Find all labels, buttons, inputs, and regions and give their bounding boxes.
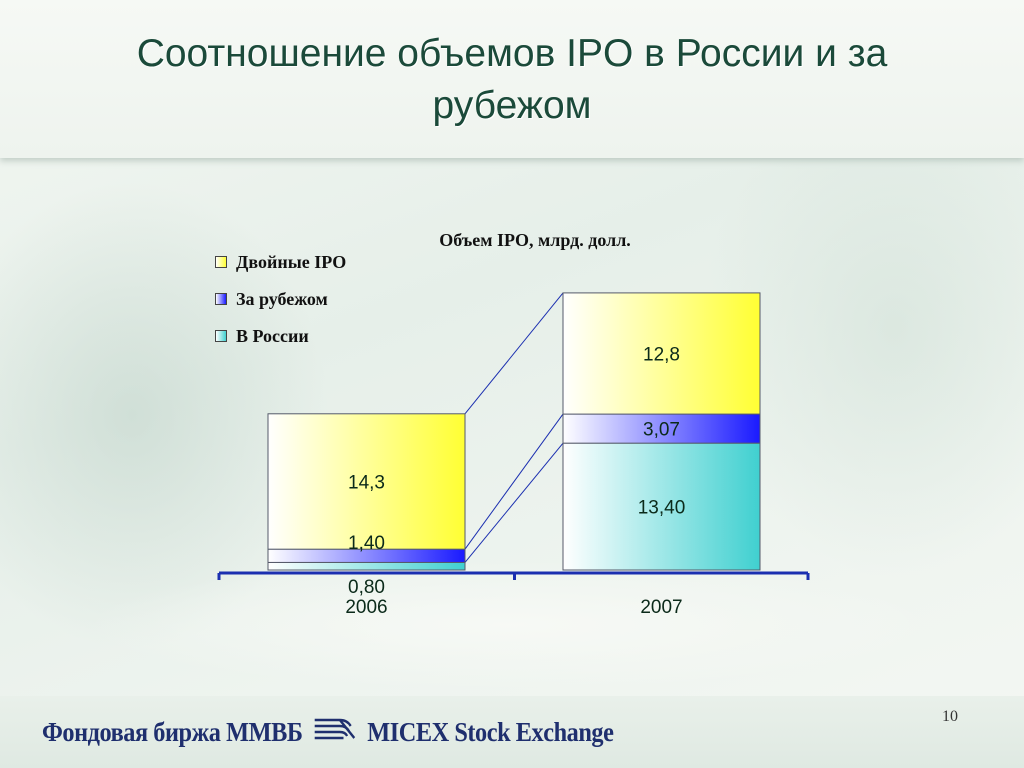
x-tick-label: 2006 bbox=[345, 597, 387, 618]
legend-label: За рубежом bbox=[236, 288, 328, 309]
legend-item-double-ipo: Двойные IPO bbox=[215, 252, 346, 272]
data-label: 14,3 bbox=[348, 472, 385, 493]
bar-segment bbox=[562, 442, 761, 571]
footer-logo-text-ru: Фондовая биржа ММВБ bbox=[42, 716, 303, 747]
footer-logo-text-en: MICEX Stock Exchange bbox=[367, 716, 614, 747]
chart-title: Объем IPO, млрд. долл. bbox=[439, 230, 631, 250]
data-label: 0,80 bbox=[348, 577, 385, 598]
legend-swatch bbox=[215, 293, 227, 305]
data-label: 12,8 bbox=[643, 344, 680, 365]
slide-footer bbox=[0, 696, 1024, 768]
series-line bbox=[464, 442, 564, 563]
x-tick-label: 2007 bbox=[640, 597, 682, 618]
series-line bbox=[464, 292, 564, 415]
data-label: 13,40 bbox=[638, 498, 686, 519]
legend-swatch bbox=[215, 330, 227, 342]
bar-segment bbox=[267, 561, 466, 571]
slide-title-line-2: рубежом bbox=[432, 84, 592, 127]
chart-legend: Двойные IPO За рубежом В России bbox=[215, 252, 346, 363]
data-label: 1,40 bbox=[348, 533, 385, 554]
background-decoration bbox=[80, 560, 940, 690]
bar-segment bbox=[562, 292, 761, 415]
legend-swatch bbox=[215, 256, 227, 268]
slide-title: Соотношение объемов IPO в России и за ру… bbox=[60, 28, 964, 132]
slide-header bbox=[0, 0, 1024, 158]
footer-logo: Фондовая биржа ММВБ MICEX Stock Exchange bbox=[42, 712, 614, 752]
page-number: 10 bbox=[942, 708, 958, 725]
bar-segment bbox=[267, 413, 466, 550]
legend-label: Двойные IPO bbox=[236, 251, 347, 272]
legend-item-abroad: За рубежом bbox=[215, 289, 346, 309]
data-label: 3,07 bbox=[643, 420, 680, 441]
legend-item-russia: В России bbox=[215, 326, 346, 346]
micex-logo-icon bbox=[313, 716, 356, 749]
series-line bbox=[464, 413, 564, 550]
legend-label: В России bbox=[236, 325, 309, 346]
slide-title-line-1: Соотношение объемов IPO в России и за bbox=[136, 32, 888, 75]
